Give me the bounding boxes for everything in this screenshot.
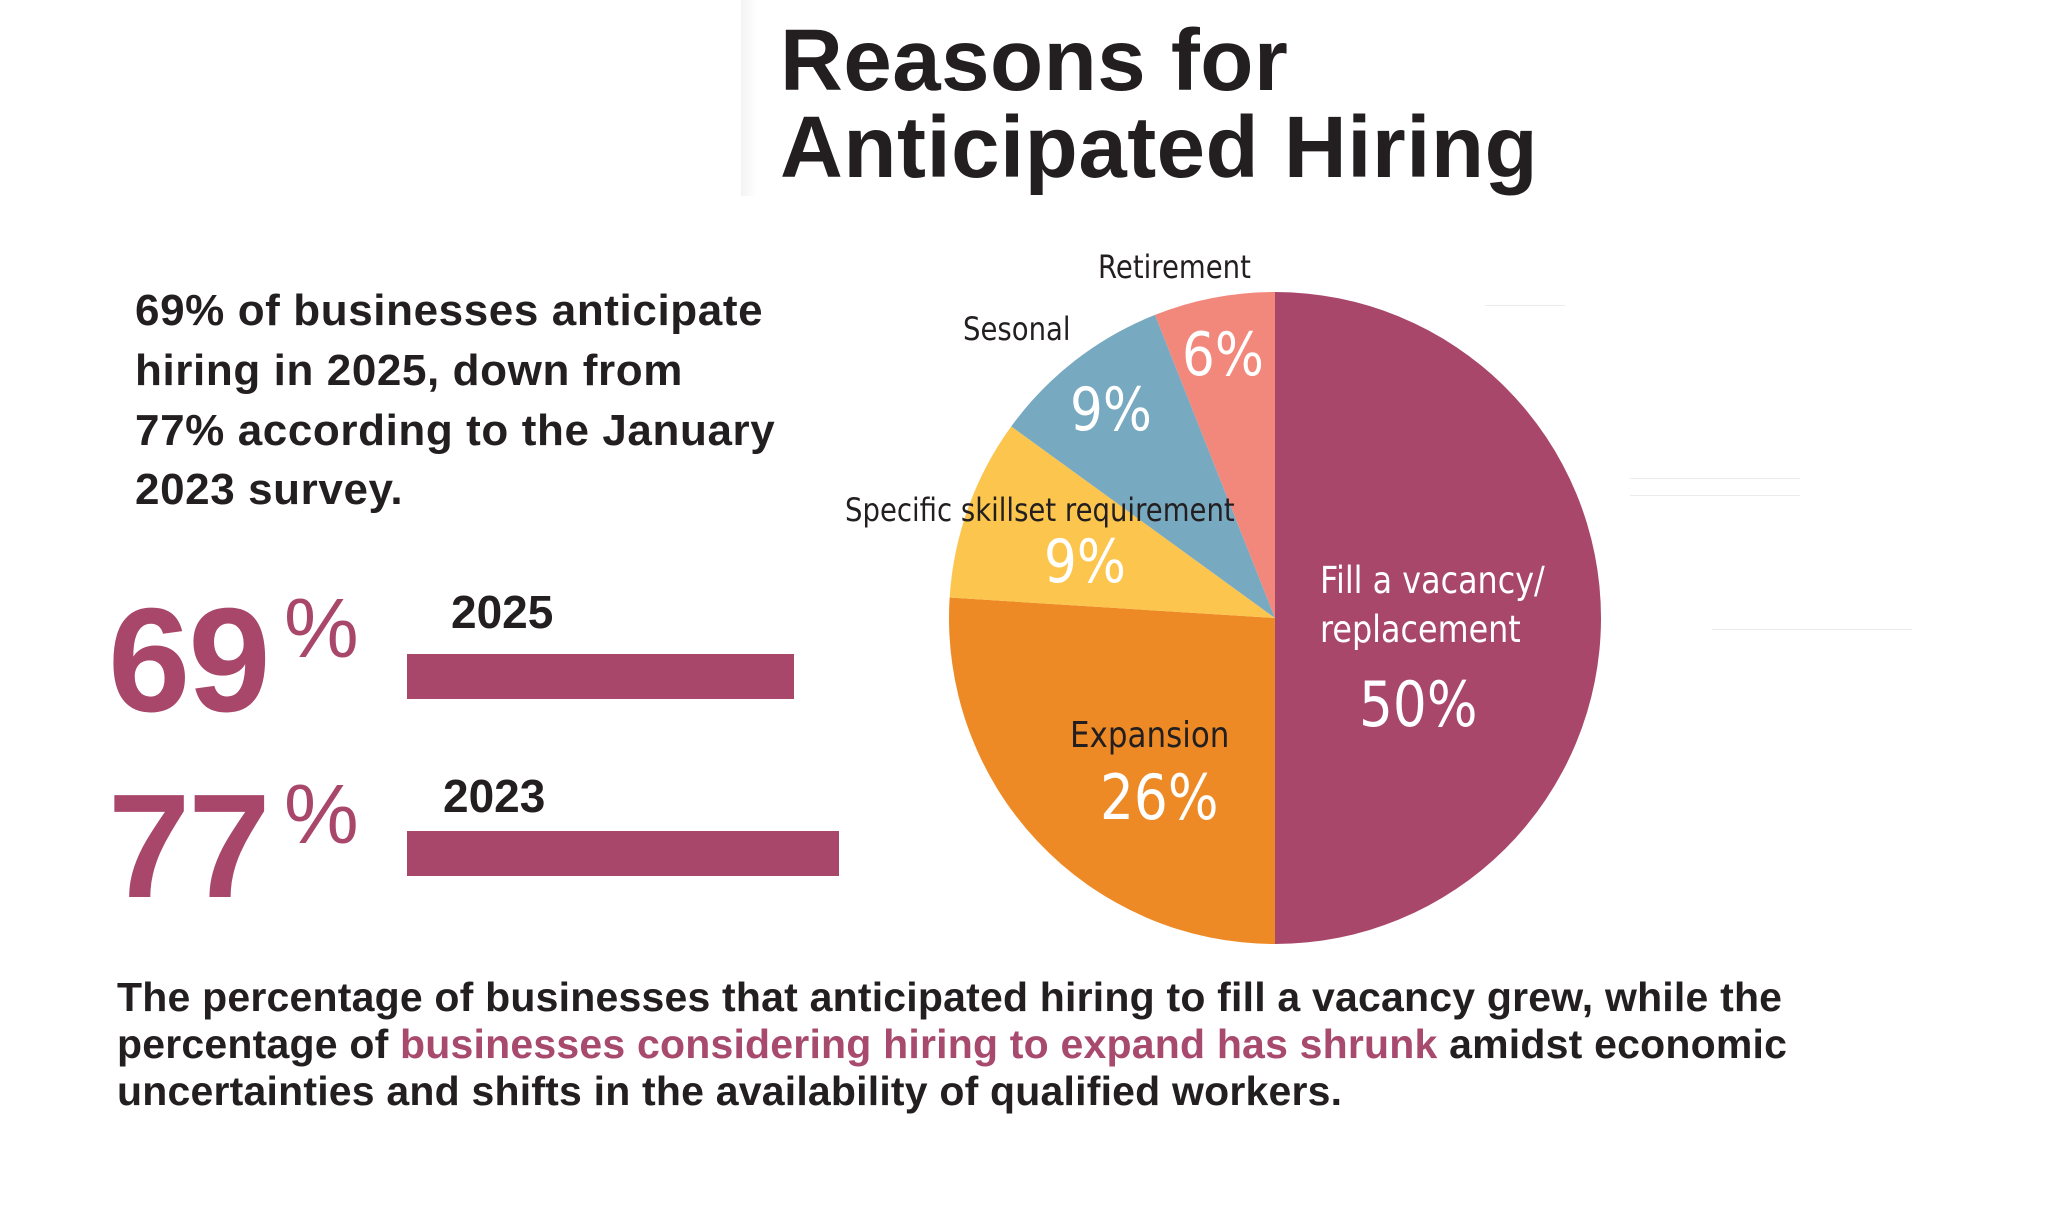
label-seasonal: Sesonal — [963, 310, 1071, 348]
pct-seasonal: 9% — [1070, 375, 1152, 445]
pct-skillset: 9% — [1044, 527, 1126, 597]
year-label-2025: 2025 — [451, 586, 554, 638]
percent-sign: % — [284, 581, 359, 675]
year-label-2023: 2023 — [443, 770, 546, 822]
summary-text: The percentage of businesses that antici… — [117, 974, 1783, 1067]
page-title-line-1: Reasons for — [780, 12, 1289, 109]
faint-line — [1630, 495, 1800, 496]
summary-paragraph: The percentage of businesses that antici… — [117, 974, 1817, 1115]
label-fill-vacancy-line-1: Fill a vacancy/ — [1320, 559, 1545, 602]
faint-line — [1485, 305, 1565, 306]
intro-line: 2023 survey. — [135, 465, 404, 514]
label-expansion: Expansion — [1070, 715, 1230, 756]
big-number-69: 69 — [108, 578, 271, 743]
label-retirement: Retirement — [1098, 248, 1251, 286]
bar-2023 — [407, 831, 839, 876]
summary-highlight: businesses considering hiring to expand … — [400, 1021, 1438, 1067]
faint-line — [1712, 629, 1912, 630]
intro-line: 69% of businesses anticipate — [135, 286, 764, 335]
title-shadow — [741, 0, 757, 196]
summary-text: amidst economic uncertainties and shifts… — [117, 1021, 1788, 1114]
label-skillset: Specific skillset requirement — [845, 491, 1235, 529]
bar-2025 — [407, 654, 795, 699]
pct-expansion: 26% — [1100, 761, 1219, 834]
pct-retirement: 6% — [1182, 320, 1264, 390]
intro-line: 77% according to the January — [135, 406, 776, 455]
page-title-line-2: Anticipated Hiring — [780, 99, 1539, 196]
pct-fill-vacancy: 50% — [1359, 668, 1478, 741]
percent-sign: % — [284, 767, 359, 861]
label-fill-vacancy-line-2: replacement — [1320, 608, 1521, 651]
big-number-77: 77 — [108, 764, 271, 929]
faint-line — [1630, 478, 1800, 479]
intro-line: hiring in 2025, down from — [135, 346, 683, 395]
